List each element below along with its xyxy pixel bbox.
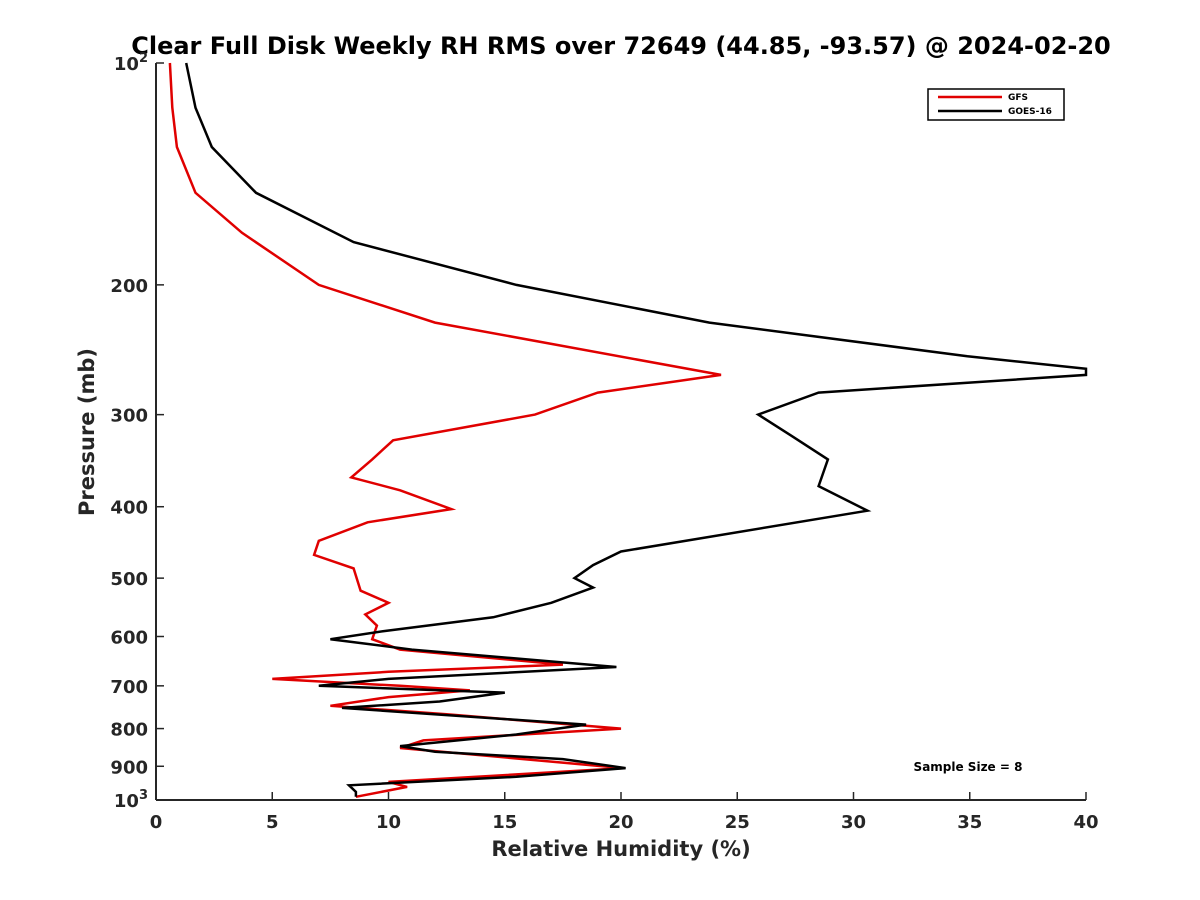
y-tick-label: 103 [114, 788, 148, 812]
y-tick-label: 200 [110, 276, 148, 297]
chart-title: Clear Full Disk Weekly RH RMS over 72649… [131, 32, 1111, 60]
x-tick-label: 30 [841, 812, 866, 833]
legend-label-goes: GOES-16 [1008, 107, 1052, 117]
y-tick-label: 300 [110, 406, 148, 427]
y-tick-label: 102 [114, 51, 148, 75]
x-tick-label: 35 [957, 812, 982, 833]
x-tick-label: 20 [608, 812, 633, 833]
y-tick-label: 400 [110, 498, 148, 519]
legend-label-gfs: GFS [1008, 93, 1028, 103]
y-tick-label: 900 [110, 757, 148, 778]
x-axis-ticks: 0 5 10 15 20 25 30 35 40 [150, 792, 1099, 833]
x-tick-label: 25 [725, 812, 750, 833]
x-tick-label: 5 [266, 812, 279, 833]
x-tick-label: 10 [376, 812, 401, 833]
x-tick-label: 0 [150, 812, 163, 833]
plot-area [168, 62, 1088, 799]
legend: GFS GOES-16 [927, 88, 1065, 121]
y-tick-label: 500 [110, 569, 148, 590]
y-tick-label: 700 [110, 677, 148, 698]
legend-box [927, 88, 1065, 121]
y-tick-label: 600 [110, 627, 148, 648]
x-tick-label: 15 [492, 812, 517, 833]
x-axis-label: Relative Humidity (%) [491, 837, 750, 861]
sample-size-annotation: Sample Size = 8 [914, 760, 1023, 774]
y-axis-ticks: 102 200 300 400 500 600 700 800 900 103 [110, 51, 164, 812]
series-line-gfs [168, 62, 722, 799]
series-line-goes-16 [184, 62, 1088, 797]
x-tick-label: 40 [1073, 812, 1098, 833]
y-axis-label: Pressure (mb) [75, 348, 99, 516]
y-tick-label: 800 [110, 720, 148, 741]
